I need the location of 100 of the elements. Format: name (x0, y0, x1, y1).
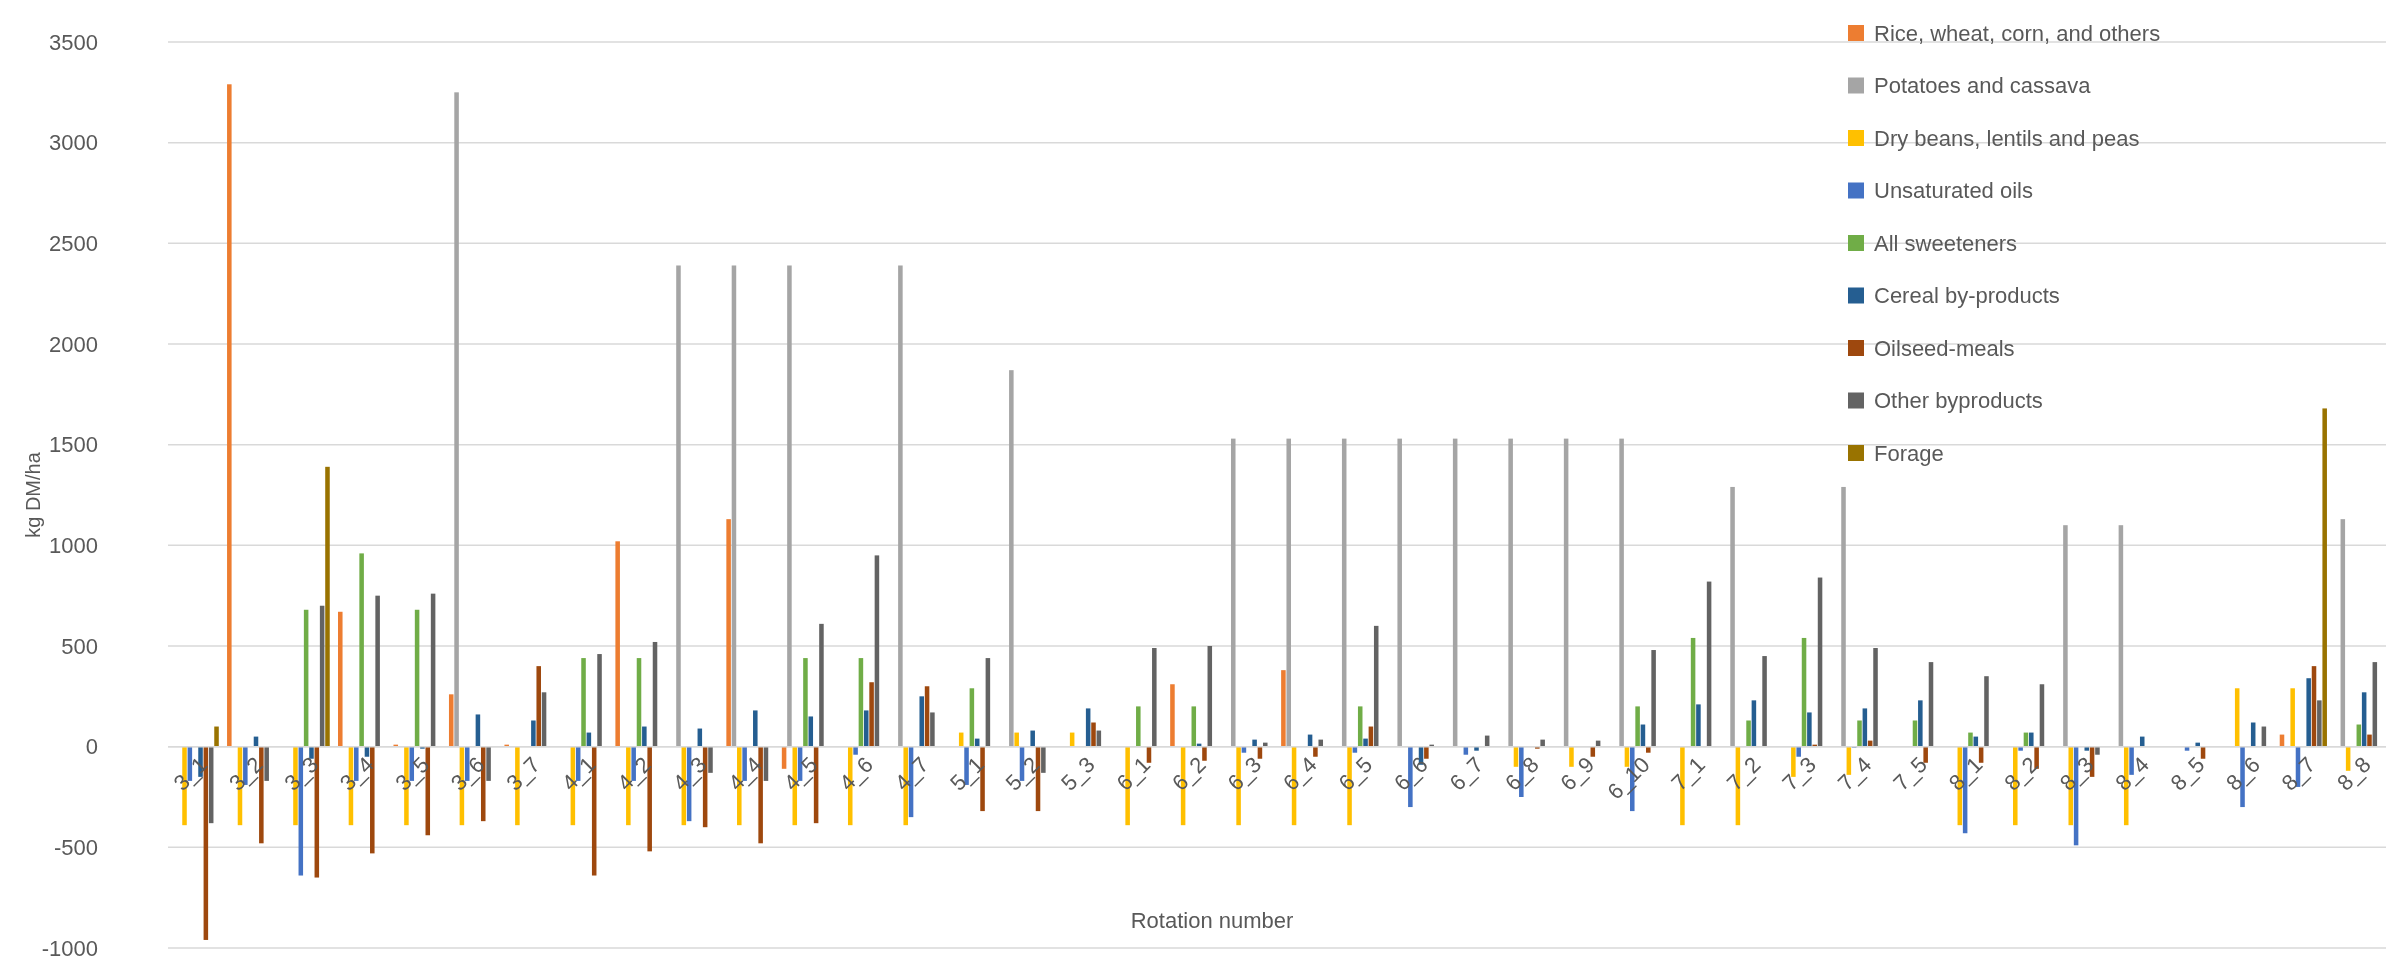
x-tick-label: 6_3 (1222, 751, 1267, 796)
bar (1230, 438, 1236, 747)
x-tick-label: 3_5 (390, 751, 435, 796)
x-tick-label: 8_6 (2221, 751, 2265, 796)
bar (1968, 732, 1973, 747)
legend-label: Rice, wheat, corn, and others (1874, 20, 2161, 46)
y-tick-label: 3000 (49, 130, 98, 156)
y-tick-label: 500 (61, 633, 98, 659)
x-tick-label: 4_4 (723, 751, 767, 796)
y-tick-label: 3500 (49, 29, 98, 55)
bar (1841, 486, 1846, 747)
bar (1397, 438, 1402, 747)
bar (726, 519, 731, 747)
x-tick-label: 8_4 (2110, 751, 2154, 796)
bar (531, 720, 536, 747)
bar (338, 611, 343, 747)
x-tick-label: 5_1 (945, 751, 989, 796)
bar (615, 541, 620, 747)
bar (375, 595, 380, 747)
y-axis-title: kg DM/ha (22, 451, 44, 538)
x-tick-label: 4_6 (834, 751, 878, 796)
bar (1746, 720, 1751, 747)
bar (803, 658, 808, 747)
x-tick-label: 7_4 (1832, 751, 1877, 796)
x-tick-label: 4_7 (889, 751, 934, 796)
bar (853, 746, 858, 755)
x-tick-label: 3_3 (279, 751, 324, 796)
bar (1651, 650, 1656, 747)
x-tick-label: 7_5 (1888, 751, 1932, 796)
bar (264, 746, 269, 781)
bar (2095, 746, 2100, 755)
bar (486, 746, 491, 781)
bar (1091, 722, 1096, 747)
bar (2063, 525, 2068, 747)
bar (708, 746, 713, 773)
x-tick-label: 4_5 (778, 751, 823, 796)
bar (1730, 486, 1735, 747)
bar (2367, 734, 2372, 747)
bar (2084, 746, 2090, 751)
bar (930, 712, 935, 747)
bar (1984, 676, 1989, 747)
bar (1170, 684, 1175, 747)
x-tick-label: 7_2 (1721, 751, 1766, 796)
bar (536, 666, 541, 747)
bar (597, 654, 602, 747)
bar (1014, 732, 1019, 747)
bar (1318, 739, 1324, 747)
bar (753, 710, 758, 747)
x-tick-label: 4_1 (556, 751, 601, 796)
bar (1918, 700, 1923, 747)
bar (1635, 706, 1640, 747)
bar (309, 746, 314, 759)
x-tick-label: 8_2 (1999, 751, 2043, 796)
x-axis-title: Rotation number (1130, 908, 1294, 933)
bar (1873, 648, 1878, 747)
bar (2322, 408, 2327, 747)
bar (1286, 438, 1291, 747)
bar (1009, 370, 1014, 747)
bar (1152, 648, 1157, 747)
x-tick-label: 7_1 (1666, 751, 1711, 796)
bar (1508, 438, 1513, 747)
bar (1535, 746, 1540, 749)
x-tick-label: 3_1 (168, 751, 213, 796)
bar (1540, 739, 1545, 747)
x-tick-label: 6_8 (1499, 751, 1544, 796)
x-tick-label: 6_6 (1389, 751, 1433, 796)
y-tick-label: 1000 (49, 533, 98, 559)
bar (676, 265, 681, 747)
bar (1136, 706, 1141, 747)
bar (581, 658, 586, 747)
bar (819, 623, 824, 747)
bar (420, 746, 425, 749)
bar (1857, 720, 1862, 747)
bar (1796, 746, 1801, 757)
bar (2018, 746, 2023, 751)
x-tick-label: 4_2 (612, 751, 656, 796)
bar (1474, 746, 1479, 751)
bar (2290, 688, 2295, 747)
x-tick-label: 7_3 (1777, 751, 1822, 796)
bar (2306, 678, 2311, 747)
x-tick-label: 8_8 (2332, 751, 2376, 796)
bar (919, 696, 924, 747)
bar (1619, 438, 1624, 747)
y-tick-label: -1000 (41, 935, 98, 961)
legend-label: Forage (1874, 440, 1944, 466)
x-tick-label: 3_2 (224, 751, 268, 796)
x-tick-label: 3_6 (445, 751, 490, 796)
bar (863, 710, 869, 747)
bar (1313, 746, 1318, 757)
x-tick-label: 6_1 (1111, 751, 1156, 796)
bar (1041, 746, 1046, 773)
y-tick-label: 0 (85, 734, 98, 760)
legend-label: Potatoes and cassava (1874, 73, 2092, 99)
x-tick-label: 8_5 (2165, 751, 2210, 796)
bar (1281, 670, 1286, 747)
x-tick-label: 6_2 (1167, 751, 1211, 796)
bar (1424, 746, 1429, 759)
x-tick-label: 6_5 (1333, 751, 1378, 796)
x-tick-label: 4_3 (667, 751, 712, 796)
bar (869, 682, 874, 747)
